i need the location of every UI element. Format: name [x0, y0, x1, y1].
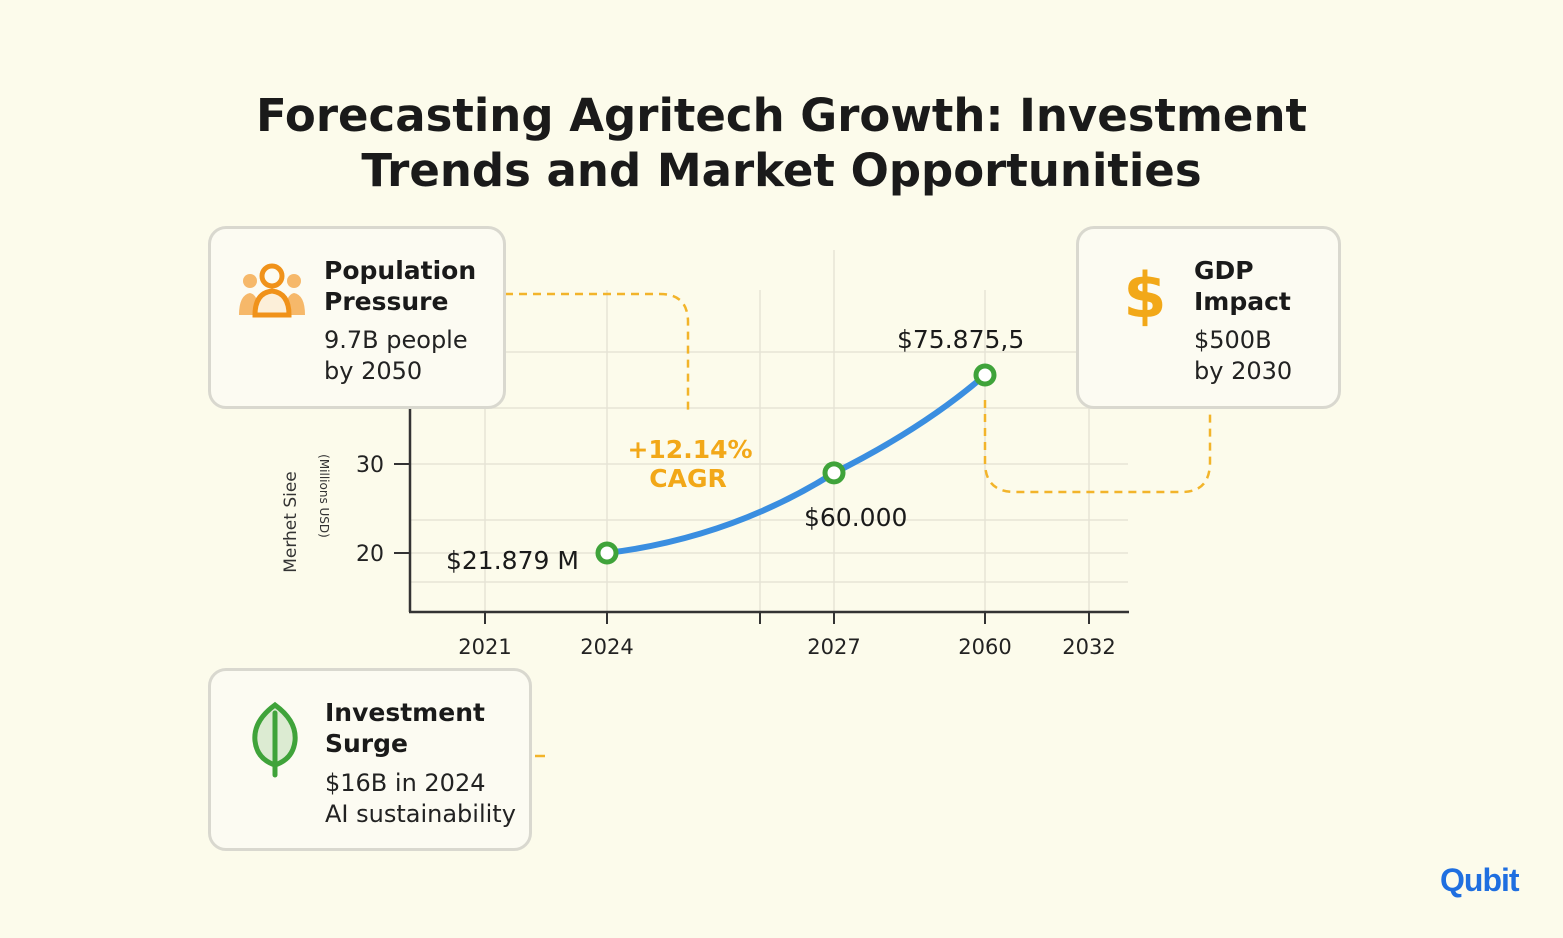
card-investment-title: Investment Surge: [325, 698, 485, 758]
dashed-connectors: [505, 292, 1212, 758]
y-ticks: 2030: [356, 453, 410, 567]
card-investment-surge: Investment Surge $16B in 2024 AI sustain…: [208, 668, 532, 851]
page-title: Forecasting Agritech Growth: Investment …: [0, 88, 1563, 198]
x-ticks: 2021 2024 2027 2060 2032: [458, 612, 1116, 659]
people-icon: [239, 263, 305, 318]
connector-population: [505, 292, 690, 415]
y-tick-label: 30: [356, 453, 384, 478]
data-point-marker: [973, 363, 997, 387]
card-population-pressure: Population Pressure 9.7B people by 2050: [208, 226, 506, 409]
svg-text:$: $: [1123, 259, 1166, 329]
y-axis-label: Merhet Siee: [281, 471, 301, 573]
cagr-annotation-line1: +12.14%: [627, 435, 752, 464]
x-tick-label: 2027: [807, 635, 860, 659]
connector-gdp: [983, 400, 1212, 494]
point-labels: $21.879 M $60.000 $75.875,5: [446, 325, 1024, 575]
series-markers: [595, 363, 997, 565]
title-line-2: Trends and Market Opportunities: [361, 144, 1202, 197]
title-line-1: Forecasting Agritech Growth: Investment: [256, 89, 1307, 142]
x-tick-label: 2024: [580, 635, 633, 659]
leaf-icon: [252, 701, 298, 778]
x-tick-label: 2032: [1062, 635, 1115, 659]
y-axis-sublabel: (Millions USD): [317, 454, 331, 538]
chart-axes: [408, 405, 1129, 614]
data-point-label: $75.875,5: [897, 325, 1024, 354]
data-point-marker: [822, 461, 846, 485]
dollar-icon: $: [1123, 259, 1166, 329]
card-population-title: Population Pressure: [324, 256, 477, 316]
brand-logo: Qubit: [1440, 862, 1520, 898]
card-population-value: 9.7B people by 2050: [324, 326, 468, 385]
data-point-label: $21.879 M: [446, 546, 579, 575]
card-gdp-value: $500B by 2030: [1194, 326, 1293, 385]
cagr-annotation-line2: CAGR: [649, 464, 726, 493]
data-point-marker: [595, 541, 619, 565]
y-tick-label: 20: [356, 542, 384, 567]
x-tick-label: 2021: [458, 635, 511, 659]
card-gdp-impact: $ GDP Impact $500B by 2030: [1076, 226, 1341, 409]
card-gdp-title: GDP Impact: [1194, 256, 1291, 316]
data-point-label: $60.000: [804, 503, 907, 532]
card-investment-value: $16B in 2024 AI sustainability: [325, 769, 516, 828]
x-tick-label: 2060: [958, 635, 1011, 659]
